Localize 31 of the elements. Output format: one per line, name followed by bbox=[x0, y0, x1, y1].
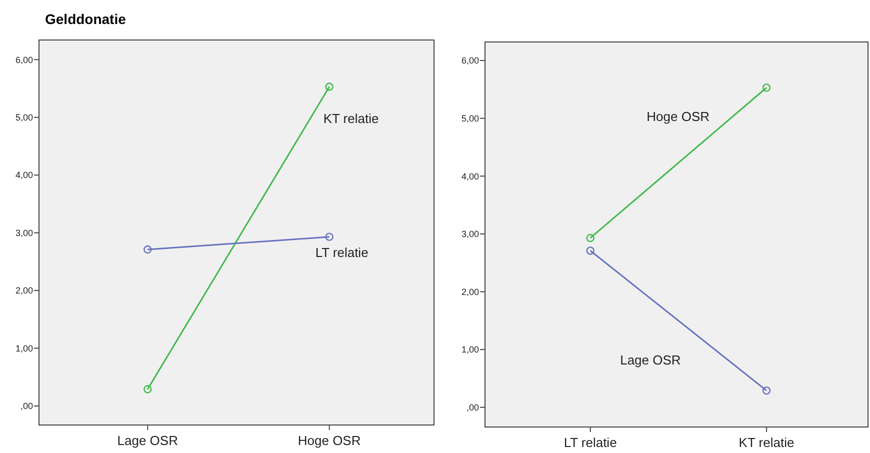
y-tick-label: 2,00 bbox=[461, 286, 479, 297]
y-tick-label: 1,00 bbox=[15, 343, 33, 354]
y-tick-label: 2,00 bbox=[15, 286, 33, 296]
y-tick-label: 3,00 bbox=[461, 229, 479, 240]
point bbox=[144, 245, 152, 254]
point bbox=[762, 386, 771, 395]
y-tick-label: 3,00 bbox=[15, 228, 33, 238]
series-label: LT relatie bbox=[315, 244, 368, 260]
y-tick-label: ,00 bbox=[20, 401, 33, 412]
y-tick-label: ,00 bbox=[466, 402, 479, 412]
series-label: Hoge OSR bbox=[646, 108, 710, 124]
x-tick-label: Lage OSR bbox=[117, 433, 178, 448]
point bbox=[144, 385, 152, 394]
chart-title: Gelddonatie bbox=[45, 11, 126, 27]
y-tick-label: 4,00 bbox=[15, 170, 33, 180]
y-tick-label: 5,00 bbox=[15, 112, 33, 122]
y-tick-label: 6,00 bbox=[15, 54, 33, 65]
series-label: Lage OSR bbox=[620, 352, 681, 368]
series-label: KT relatie bbox=[323, 110, 379, 126]
x-tick-label: KT relatie bbox=[738, 435, 794, 450]
point bbox=[325, 82, 334, 91]
point bbox=[762, 84, 771, 92]
point bbox=[325, 232, 334, 241]
y-tick-label: 1,00 bbox=[461, 344, 479, 355]
x-tick-label: LT relatie bbox=[564, 435, 617, 450]
y-tick-label: 5,00 bbox=[461, 113, 479, 124]
point bbox=[586, 246, 594, 255]
y-tick-label: 4,00 bbox=[461, 171, 479, 182]
y-tick-label: 6,00 bbox=[461, 56, 479, 66]
point bbox=[586, 234, 594, 242]
x-tick-label: Hoge OSR bbox=[298, 433, 361, 448]
